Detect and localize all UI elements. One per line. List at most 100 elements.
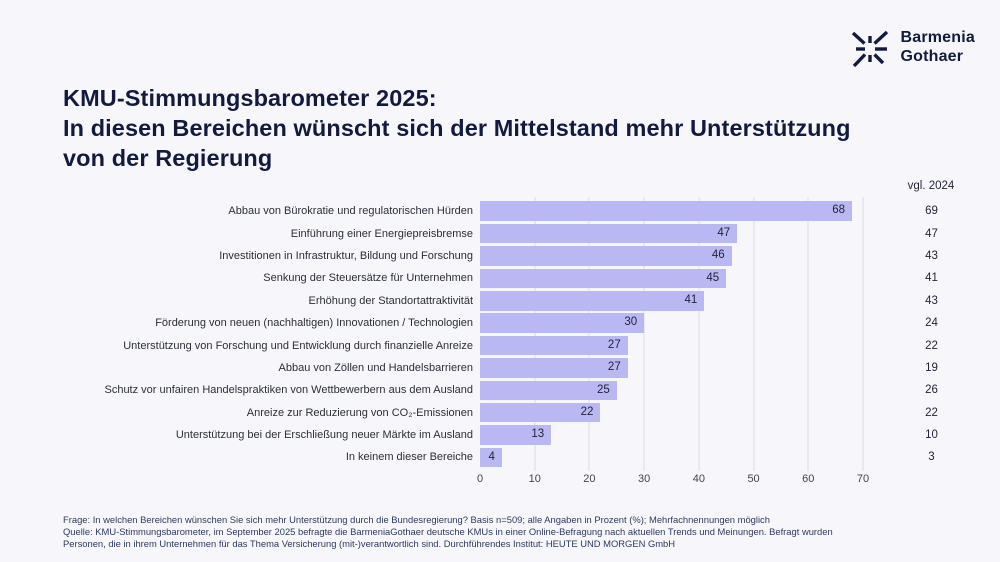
bar-value-label: 41 (684, 294, 698, 306)
logo-line-2: Gothaer (900, 48, 964, 65)
x-axis-tick-label: 50 (747, 473, 760, 485)
bar: 47 (480, 223, 738, 244)
chart-row: Unterstützung von Forschung und Entwickl… (63, 334, 1000, 356)
compare-value: 26 (925, 384, 938, 397)
bar-track: 22 (480, 402, 863, 424)
bar-value-label: 68 (832, 204, 846, 217)
gridline (862, 197, 864, 471)
x-axis-tick-label: 10 (528, 473, 541, 485)
bar-track: 30 (480, 312, 863, 334)
logo-line-1: Barmenia (900, 29, 975, 47)
bar: 41 (480, 291, 705, 311)
compare-column-header: vgl. 2024 (907, 180, 955, 192)
bar-value-label: 25 (596, 383, 610, 396)
bar: 68 (480, 201, 853, 221)
bar-value-label: 47 (717, 226, 731, 239)
compare-value: 41 (925, 272, 938, 285)
chart-row: Anreize zur Reduzierung von CO₂-Emission… (63, 402, 1000, 424)
bar-track: 4 (480, 446, 863, 468)
bar-track: 45 (480, 267, 863, 289)
bar: 4 (480, 447, 502, 468)
x-axis-tick-label: 20 (583, 473, 596, 485)
bar-value-label: 46 (711, 249, 725, 262)
chart-row: Senkung der Steuersätze für Unternehmen … (63, 267, 1000, 289)
footnote-question: Frage: In welchen Bereichen wünschen Sie… (63, 514, 770, 525)
chart-row: Investitionen in Infrastruktur, Bildung … (63, 245, 1000, 267)
compare-value: 47 (925, 227, 938, 240)
bar: 27 (480, 335, 628, 356)
category-label: Erhöhung der Standortattraktivität (308, 294, 473, 307)
page-title: KMU-Stimmungsbarometer 2025: In diesen B… (63, 85, 851, 171)
category-label: Einführung einer Energiepreisbremse (290, 227, 473, 240)
chart-row: Abbau von Bürokratie und regulatorischen… (63, 200, 1000, 222)
x-axis: 0 10 20 30 40 50 60 70 (476, 473, 869, 487)
bar: 27 (480, 358, 628, 378)
bar: 25 (480, 380, 617, 401)
barmenia-gothaer-logo: Barmenia Gothaer (849, 27, 975, 69)
bar-track: 47 (480, 222, 863, 244)
chart-row: In keinem dieser Bereiche 4 3 (63, 446, 1000, 468)
footnote-source-1: Quelle: KMU-Stimmungsbarometer, im Septe… (63, 525, 833, 537)
compare-value: 19 (925, 361, 938, 374)
bar: 22 (480, 402, 601, 423)
gridline (807, 197, 809, 471)
category-label: Unterstützung bei der Erschließung neuer… (175, 429, 473, 442)
category-label: Senkung der Steuersätze für Unternehmen (263, 272, 473, 285)
footnote: Frage: In welchen Bereichen wünschen Sie… (63, 514, 963, 549)
spark-logo-icon (852, 30, 889, 68)
chart-row: Förderung von neuen (nachhaltigen) Innov… (63, 312, 1000, 334)
compare-value: 3 (928, 451, 935, 464)
logo-wordmark: Barmenia Gothaer (900, 29, 975, 67)
category-label: Schutz vor unfairen Handelspraktiken von… (104, 384, 473, 397)
compare-value: 43 (925, 249, 938, 262)
chart-row: Erhöhung der Standortattraktivität 41 43 (63, 290, 1000, 312)
category-label: Abbau von Bürokratie und regulatorischen… (228, 205, 473, 218)
chart-row: Abbau von Zöllen und Handelsbarrieren 27… (63, 357, 1000, 379)
chart-row: Unterstützung bei der Erschließung neuer… (63, 424, 1000, 446)
bar: 30 (480, 313, 645, 333)
compare-value: 43 (925, 294, 938, 307)
category-label: Abbau von Zöllen und Handelsbarrieren (278, 361, 473, 374)
category-label: In keinem dieser Bereiche (345, 451, 473, 464)
compare-value: 10 (925, 429, 938, 442)
bar-value-label: 45 (706, 271, 720, 284)
gridline (698, 197, 700, 471)
bar-value-label: 4 (488, 450, 495, 463)
chart-row: Schutz vor unfairen Handelspraktiken von… (63, 379, 1000, 401)
bar-track: 46 (480, 245, 863, 267)
footnote-source-2: Personen, die in ihrem Unternehmen für d… (63, 537, 676, 549)
bar-track: 27 (480, 357, 863, 379)
x-axis-tick-label: 0 (476, 473, 484, 485)
x-axis-tick-label: 30 (638, 473, 651, 485)
compare-value: 24 (925, 317, 938, 330)
category-label: Förderung von neuen (nachhaltigen) Innov… (155, 317, 473, 330)
bar: 13 (480, 425, 552, 445)
bar: 45 (480, 268, 727, 289)
compare-value: 22 (925, 406, 938, 419)
category-label: Investitionen in Infrastruktur, Bildung … (219, 249, 473, 262)
gridline (643, 197, 645, 471)
category-label: Unterstützung von Forschung und Entwickl… (123, 339, 473, 352)
x-axis-tick-label: 60 (802, 473, 815, 485)
bar-value-label: 27 (607, 361, 621, 374)
bar-value-label: 27 (607, 338, 621, 351)
bar-value-label: 22 (580, 405, 594, 418)
bar-track: 13 (480, 424, 863, 446)
chart-row: Einführung einer Energiepreisbremse 47 4… (63, 222, 1000, 244)
gridline (588, 197, 590, 471)
bar-value-label: 13 (531, 428, 545, 441)
bar-track: 25 (480, 379, 863, 401)
bar: 46 (480, 246, 732, 266)
category-label: Anreize zur Reduzierung von CO₂-Emission… (246, 406, 473, 419)
gridline (534, 197, 536, 471)
bar-track: 68 (480, 200, 863, 222)
compare-value: 69 (925, 205, 938, 218)
x-axis-tick-label: 40 (692, 473, 705, 485)
chart-gridlines (480, 197, 864, 471)
bar-track: 27 (480, 334, 863, 356)
bar-chart: Abbau von Bürokratie und regulatorischen… (63, 200, 1000, 469)
gridline (753, 197, 755, 471)
compare-value: 22 (925, 339, 938, 352)
x-axis-tick-label: 70 (856, 473, 870, 485)
